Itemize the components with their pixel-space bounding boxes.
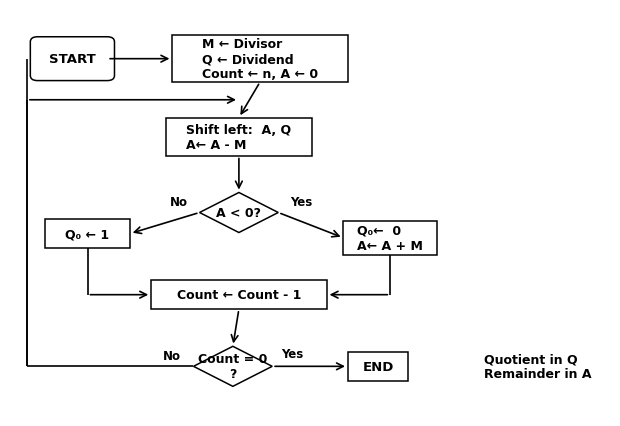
Text: Yes: Yes	[281, 347, 304, 360]
FancyBboxPatch shape	[45, 219, 130, 249]
Text: Shift left:  A, Q
A← A - M: Shift left: A, Q A← A - M	[187, 124, 291, 151]
Text: Count ← Count - 1: Count ← Count - 1	[177, 288, 301, 302]
Text: START: START	[49, 53, 95, 66]
Text: Q₀←  0
A← A + M: Q₀← 0 A← A + M	[357, 224, 423, 252]
Text: END: END	[363, 360, 394, 373]
Text: Quotient in Q
Remainder in A: Quotient in Q Remainder in A	[484, 352, 591, 380]
Polygon shape	[200, 193, 278, 233]
FancyBboxPatch shape	[348, 352, 409, 381]
FancyBboxPatch shape	[343, 222, 437, 255]
Text: A < 0?: A < 0?	[216, 207, 262, 219]
Text: Q₀ ← 1: Q₀ ← 1	[66, 227, 110, 241]
Text: Count = 0
?: Count = 0 ?	[198, 352, 268, 380]
Text: No: No	[169, 196, 187, 209]
Text: Yes: Yes	[290, 196, 312, 209]
FancyBboxPatch shape	[151, 281, 327, 309]
FancyBboxPatch shape	[30, 37, 115, 81]
Text: No: No	[163, 349, 181, 363]
Text: M ← Divisor
Q ← Dividend
Count ← n, A ← 0: M ← Divisor Q ← Dividend Count ← n, A ← …	[202, 38, 318, 81]
Polygon shape	[193, 346, 272, 386]
FancyBboxPatch shape	[172, 36, 348, 83]
FancyBboxPatch shape	[166, 118, 312, 156]
